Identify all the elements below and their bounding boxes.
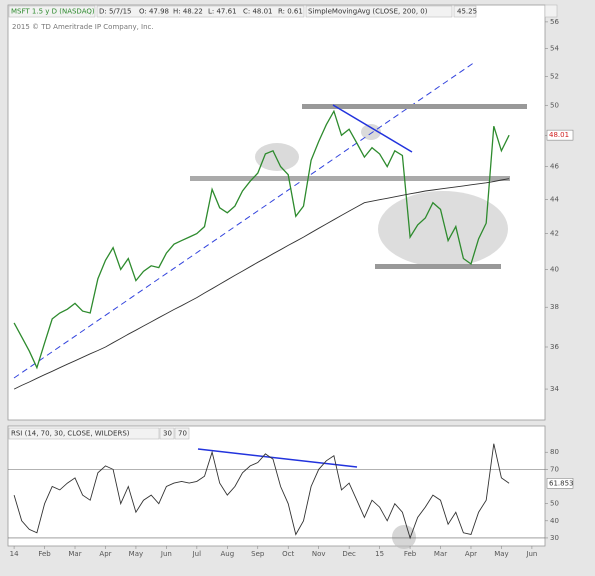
y-tick-label: 50 [550,500,559,508]
sma-value: 45.25 [457,8,477,16]
x-tick-label: Nov [312,550,326,558]
x-tick-label: Dec [342,550,356,558]
x-tick-label: Jun [160,550,172,558]
rsi-legend: RSI (14, 70, 30, CLOSE, WILDERS) [11,430,130,438]
y-tick-label: 70 [550,465,559,473]
header-close: C: 48.01 [243,8,273,16]
rsi-panel [7,425,546,547]
resistance-band [302,104,527,109]
y-tick-label: 44 [550,195,559,203]
y-tick-label: 52 [550,72,559,80]
x-tick-label: Mar [434,550,447,558]
highlight-ellipse [361,124,381,140]
header-date: D: 5/7/15 [99,8,132,16]
header-box [305,5,453,18]
current-value: 48.01 [549,131,569,139]
trend-line [13,61,476,379]
rsi-upper: 70 [178,430,187,438]
support-band [375,264,501,269]
x-tick-label: Mar [68,550,81,558]
sma-legend: SimpleMovingAvg (CLOSE, 200, 0) [308,8,428,16]
x-tick-label: Jun [525,550,537,558]
header-box [453,5,477,18]
trend-line [197,448,358,468]
y-tick-label: 30 [550,534,559,542]
y-tick-label: 42 [550,230,559,238]
y-tick-label: 50 [550,101,559,109]
header-box [159,427,175,440]
x-tick-label: May [494,550,508,558]
y-tick-label: 40 [550,265,559,273]
y-tick-label: 36 [550,343,559,351]
highlight-ellipse [378,191,508,267]
x-tick-label: Apr [99,550,111,558]
x-tick-label: Aug [220,550,234,558]
y-tick-label: 46 [550,163,559,171]
header-box [174,427,190,440]
x-tick-label: May [129,550,143,558]
y-tick-label: 40 [550,517,559,525]
x-tick-label: Apr [465,550,477,558]
highlight-ellipse [255,143,299,171]
current-value: 61.853 [549,479,574,487]
x-tick-label: Feb [38,550,51,558]
x-tick-label: Feb [404,550,417,558]
series-line [13,109,510,370]
current-value-box [546,129,574,141]
trend-line [332,104,413,153]
x-tick-label: 14 [10,550,19,558]
y-tick-label: 54 [550,45,559,53]
x-tick-label: Jul [192,550,202,558]
header-high: H: 48.22 [173,8,203,16]
series-line [13,178,510,390]
panel-button[interactable] [544,4,558,18]
x-tick-label: Oct [282,550,294,558]
y-tick-label: 34 [550,385,559,393]
rsi-lower: 30 [163,430,172,438]
symbol-title: MSFT 1.5 y D (NASDAQ) [11,8,95,16]
header-box [96,5,305,18]
support-band [190,176,510,181]
header-range: R: 0.61 [278,8,303,16]
header-box [8,5,96,18]
x-tick-label: 15 [375,550,384,558]
header-box [8,427,160,440]
y-tick-label: 38 [550,303,559,311]
y-tick-label: 80 [550,448,559,456]
header-open: O: 47.98 [139,8,169,16]
header-low: L: 47.61 [208,8,237,16]
series-line [13,443,510,540]
y-tick-label: 56 [550,18,559,26]
highlight-circle [392,525,416,549]
copyright: 2015 © TD Ameritrade IP Company, Inc. [12,23,154,31]
x-tick-label: Sep [251,550,265,558]
current-value-box [546,478,574,489]
